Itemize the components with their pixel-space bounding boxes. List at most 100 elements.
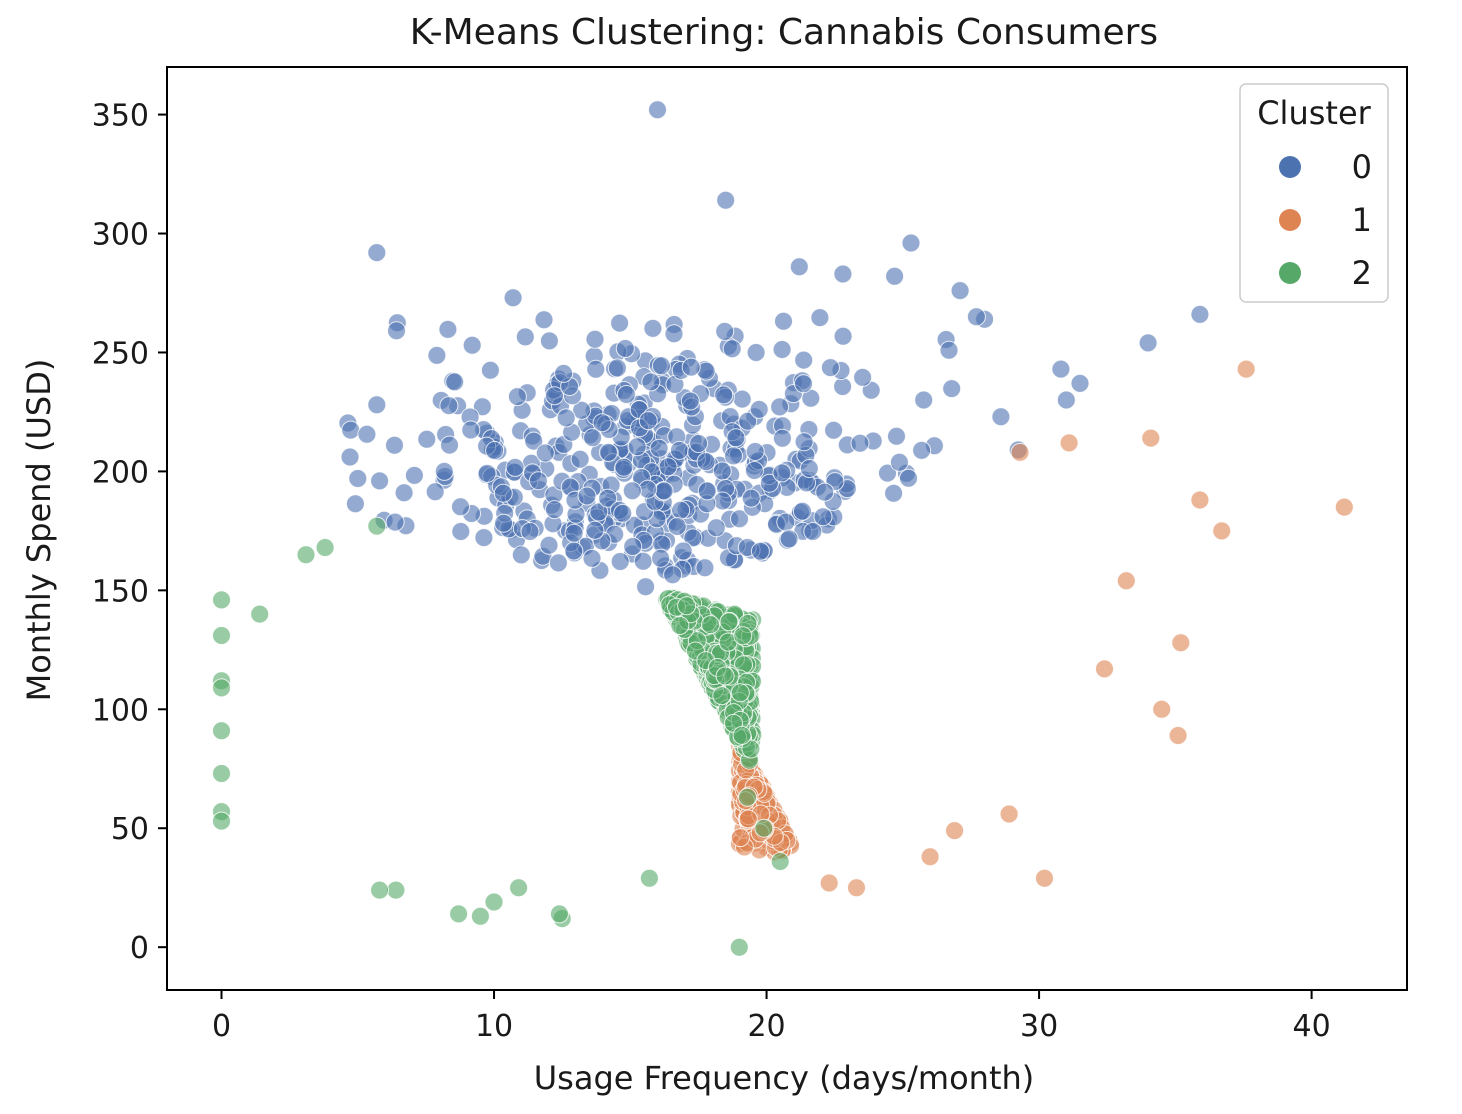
cluster-2-point	[754, 818, 774, 838]
cluster-0-point	[622, 481, 642, 501]
cluster-2-point	[509, 878, 529, 898]
cluster-0-point	[887, 426, 906, 446]
cluster-2-point	[370, 880, 390, 900]
legend-marker-cluster-0	[1279, 156, 1301, 178]
cluster-0-point	[570, 449, 590, 469]
cluster-2-point	[315, 538, 335, 557]
cluster-0-point	[779, 529, 799, 549]
cluster-0-point	[445, 372, 465, 392]
cluster-0-point	[425, 482, 445, 502]
cluster-1-point	[1152, 699, 1172, 719]
cluster-0-point	[539, 331, 559, 351]
cluster-0-point	[664, 324, 684, 344]
cluster-0-point	[772, 340, 792, 359]
cluster-0-point	[535, 443, 555, 463]
cluster-2-point	[732, 725, 752, 745]
cluster-0-point	[341, 420, 361, 440]
cluster-0-point	[789, 257, 809, 277]
cluster-0-point	[794, 350, 814, 370]
cluster-2-point	[549, 904, 569, 924]
cluster-0-point	[774, 311, 793, 331]
cluster-0-point	[850, 433, 870, 453]
cluster-0-point	[803, 522, 823, 541]
cluster-2-point	[715, 666, 735, 686]
cluster-0-point	[1070, 373, 1090, 393]
cluster-0-point	[583, 428, 603, 448]
x-tick-label: 20	[747, 1009, 785, 1044]
cluster-0-point	[770, 397, 790, 417]
cluster-0-point	[613, 503, 633, 523]
cluster-0-point	[658, 457, 678, 477]
cluster-1-point	[1212, 521, 1232, 541]
cluster-2-point	[212, 626, 231, 645]
cluster-0-point	[615, 339, 635, 358]
cluster-0-point	[564, 523, 584, 543]
x-axis-label: Usage Frequency (days/month)	[534, 1059, 1035, 1097]
legend-label-cluster-2: 2	[1352, 254, 1372, 292]
cluster-0-point	[912, 440, 932, 460]
cluster-0-point	[598, 442, 618, 462]
cluster-1-point	[920, 847, 940, 867]
cluster-0-point	[485, 441, 505, 460]
cluster-0-point	[759, 473, 779, 493]
cluster-0-point	[585, 329, 605, 349]
cluster-2-point	[212, 678, 231, 698]
cluster-0-point	[745, 442, 765, 461]
y-tick-label: 0	[130, 931, 149, 966]
y-tick-label: 200	[92, 455, 149, 490]
y-tick-label: 100	[92, 693, 149, 728]
cluster-0-point	[741, 488, 761, 508]
cluster-1-point	[1168, 726, 1188, 745]
cluster-0-point	[598, 488, 618, 508]
cluster-0-point	[610, 313, 630, 333]
cluster-0-point	[564, 541, 584, 561]
cluster-0-point	[582, 548, 602, 568]
cluster-0-point	[824, 420, 844, 440]
cluster-0-point	[503, 288, 523, 308]
cluster-0-point	[669, 440, 689, 460]
cluster-0-point	[472, 397, 492, 417]
cluster-0-point	[385, 512, 405, 532]
cluster-1-point	[945, 821, 965, 841]
cluster-0-point	[899, 468, 918, 488]
cluster-0-point	[744, 461, 764, 480]
cluster-0-point	[749, 399, 769, 419]
cluster-0-point	[370, 471, 390, 491]
cluster-0-point	[592, 413, 612, 433]
cluster-0-point	[726, 428, 746, 448]
cluster-2-point	[639, 868, 659, 888]
cluster-0-point	[493, 483, 513, 503]
plot-frame	[166, 66, 1408, 991]
cluster-2-point	[212, 721, 231, 741]
cluster-0-point	[716, 190, 736, 210]
cluster-1-point	[999, 804, 1019, 824]
cluster-2-point	[386, 880, 406, 900]
cluster-0-point	[340, 447, 360, 467]
scatter-points	[212, 100, 1354, 957]
cluster-2-point	[712, 686, 732, 706]
x-tick-label: 40	[1293, 1009, 1331, 1044]
cluster-2-point	[212, 764, 231, 783]
cluster-0-point	[648, 100, 667, 120]
y-tick-label: 50	[111, 812, 149, 847]
cluster-1-point	[1236, 359, 1256, 379]
cluster-0-point	[554, 363, 574, 383]
y-tick-label: 350	[92, 99, 149, 134]
cluster-1-point	[738, 809, 758, 829]
cluster-0-point	[357, 424, 377, 444]
legend-label-cluster-0: 0	[1352, 148, 1372, 186]
cluster-0-point	[548, 553, 568, 573]
cluster-0-point	[480, 360, 500, 380]
cluster-0-point	[511, 545, 531, 565]
cluster-0-point	[585, 520, 605, 540]
cluster-2-point	[729, 937, 749, 957]
cluster-0-point	[474, 528, 494, 548]
cluster-0-point	[813, 507, 833, 527]
cluster-0-point	[520, 522, 540, 541]
cluster-0-point	[636, 577, 656, 597]
chart-title: K-Means Clustering: Cannabis Consumers	[410, 12, 1158, 53]
cluster-1-point	[730, 828, 750, 848]
x-tick-label: 30	[1020, 1009, 1058, 1044]
cluster-0-point	[1056, 390, 1076, 410]
cluster-0-point	[799, 459, 819, 478]
